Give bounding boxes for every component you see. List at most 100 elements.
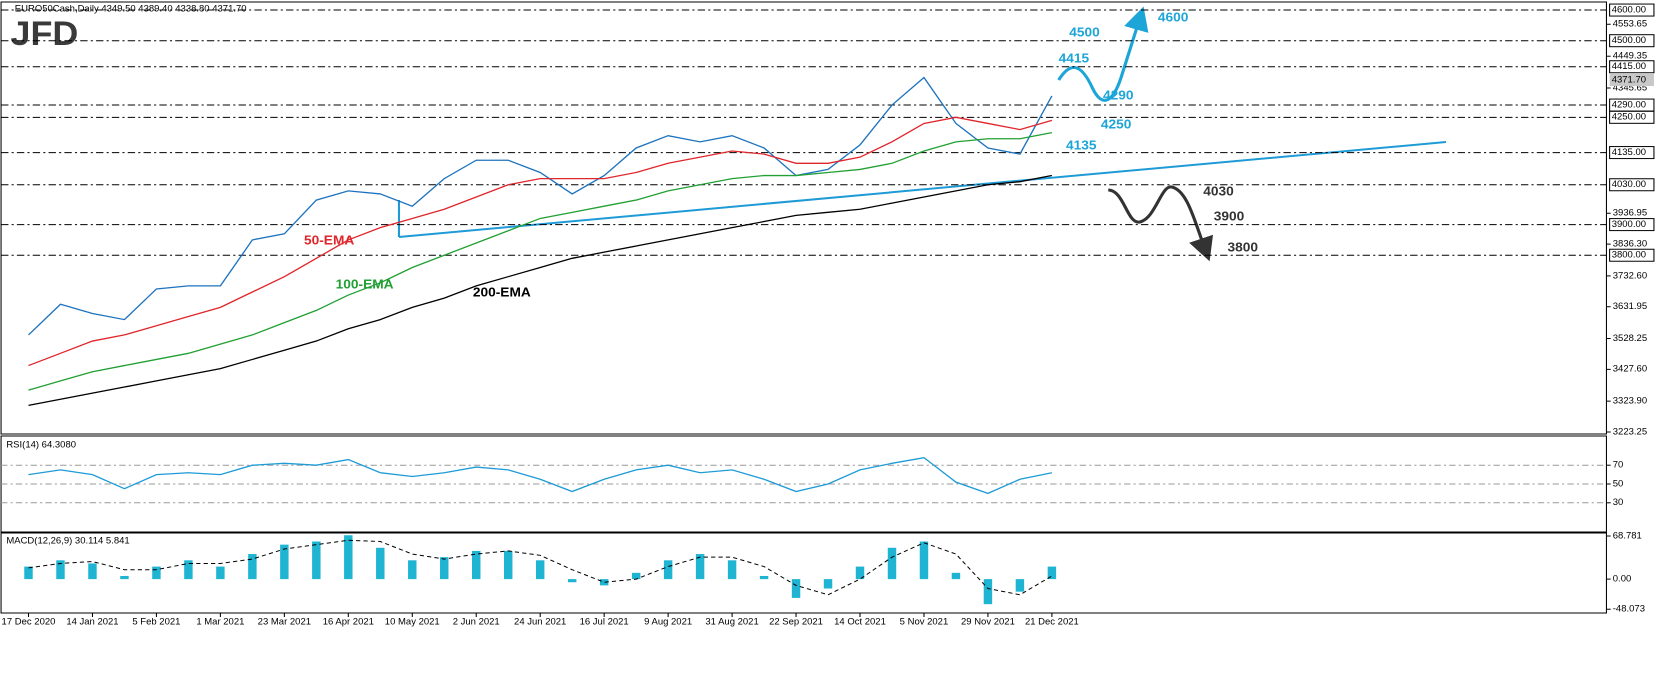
histogram-bar <box>120 575 129 580</box>
level-label: 4250.00 <box>1612 112 1646 122</box>
chart-title: EURO50Cash,Daily 4349.50 4389.40 4338.80… <box>15 4 247 14</box>
level-label: 3900.00 <box>1612 219 1646 229</box>
series-label: 100-EMA <box>336 277 394 292</box>
histogram-bar <box>695 554 705 580</box>
level-box <box>1609 248 1655 262</box>
frame <box>0 1 1607 614</box>
histogram-bar <box>1047 566 1057 580</box>
histogram-bar <box>823 579 833 589</box>
level-label: 4415.00 <box>1612 61 1646 71</box>
histogram-bar <box>919 541 929 580</box>
histogram-bar <box>535 560 545 580</box>
x-tick-label: 5 Feb 2021 <box>132 617 180 627</box>
level-annotation: 4290 <box>1103 88 1134 103</box>
level-annotation: 4030 <box>1203 184 1234 199</box>
histogram-bar <box>567 579 577 583</box>
y-tick-label: 3631.95 <box>1613 301 1647 311</box>
y-tick-label: 3427.60 <box>1613 364 1647 374</box>
level-label: 4600.00 <box>1612 5 1646 15</box>
level-label: 4135.00 <box>1612 147 1646 157</box>
series-line <box>28 76 1053 336</box>
y-tick-label: 68.781 <box>1613 531 1642 541</box>
x-tick-label: 24 Jun 2021 <box>514 617 566 627</box>
x-tick-label: 2 Jun 2021 <box>453 617 500 627</box>
histogram-bar <box>344 535 353 580</box>
level-annotation: 4600 <box>1158 10 1189 25</box>
histogram-bar <box>1015 579 1025 592</box>
histogram-bar <box>56 560 65 580</box>
level-annotation: 4415 <box>1059 51 1090 66</box>
x-tick-label: 10 May 2021 <box>385 617 440 627</box>
trendline <box>398 141 1447 238</box>
y-tick-label: 70 <box>1613 460 1624 470</box>
level-box <box>1609 110 1655 124</box>
histogram-bar <box>312 541 321 580</box>
x-tick-label: 1 Mar 2021 <box>196 617 244 627</box>
x-tick-label: 22 Sep 2021 <box>769 617 823 627</box>
series-label: 200-EMA <box>473 285 531 300</box>
series-line <box>28 539 1053 596</box>
histogram-bar <box>184 560 193 580</box>
y-tick-label: 3223.25 <box>1613 427 1647 437</box>
last-price-label: 4371.70 <box>1612 75 1646 85</box>
histogram-bar <box>887 547 897 580</box>
histogram-bar <box>152 566 161 580</box>
level-label: 4500.00 <box>1612 35 1646 45</box>
bullish-arrow <box>1057 6 1149 102</box>
x-tick-label: 16 Apr 2021 <box>323 617 374 627</box>
y-tick-label: 50 <box>1613 479 1624 489</box>
histogram-bar <box>280 544 289 580</box>
y-tick-label: 4553.65 <box>1613 19 1647 29</box>
x-tick-label: 29 Nov 2021 <box>961 617 1015 627</box>
y-tick-label: 30 <box>1613 497 1624 507</box>
level-box <box>1609 178 1655 192</box>
x-tick-label: 14 Jan 2021 <box>66 617 118 627</box>
x-tick-label: 21 Dec 2021 <box>1025 617 1079 627</box>
level-label: 3800.00 <box>1612 250 1646 260</box>
x-tick-label: 5 Nov 2021 <box>900 617 949 627</box>
histogram-bar <box>631 572 641 580</box>
y-tick-label: 4345.65 <box>1613 83 1647 93</box>
series-line <box>28 116 1053 367</box>
level-label: 4290.00 <box>1612 100 1646 110</box>
histogram-bar <box>376 547 385 580</box>
level-annotation: 4135 <box>1066 138 1097 153</box>
y-tick-label: 3323.90 <box>1613 396 1647 406</box>
level-box <box>1609 218 1655 232</box>
histogram-bar <box>983 579 993 605</box>
bearish-arrow <box>1107 185 1214 262</box>
y-tick-label: 3732.60 <box>1613 270 1647 280</box>
histogram-bar <box>248 554 257 580</box>
y-tick-label: -48.073 <box>1613 604 1645 614</box>
series-label: 50-EMA <box>304 233 355 248</box>
y-tick-label: 4449.35 <box>1613 51 1647 61</box>
y-tick-label: 3836.30 <box>1613 239 1647 249</box>
level-annotation: 4250 <box>1101 117 1132 132</box>
histogram-bar <box>24 566 33 580</box>
histogram-bar <box>503 550 513 580</box>
histogram-bar <box>855 566 865 580</box>
histogram-bar <box>727 560 737 580</box>
series-line <box>28 132 1053 391</box>
series-line <box>28 456 1053 495</box>
x-tick-label: 31 Aug 2021 <box>705 617 758 627</box>
logo: JFD <box>11 15 79 53</box>
level-label: 4030.00 <box>1612 179 1646 189</box>
macd-title: MACD(12,26,9) 30.114 5.841 <box>6 536 129 546</box>
histogram-bar <box>663 560 673 580</box>
x-tick-label: 14 Oct 2021 <box>834 617 886 627</box>
histogram-bar <box>759 575 769 580</box>
level-box <box>1609 60 1655 74</box>
series-line <box>28 174 1053 407</box>
y-tick-label: 3936.95 <box>1613 208 1647 218</box>
rsi-title: RSI(14) 64.3080 <box>6 440 76 450</box>
histogram-bar <box>791 579 801 598</box>
level-box <box>1609 146 1655 160</box>
level-annotation: 4500 <box>1069 25 1100 40</box>
y-tick-label: 3528.25 <box>1613 333 1647 343</box>
level-annotation: 3900 <box>1214 209 1245 224</box>
histogram-bar <box>440 557 449 580</box>
level-annotation: 3800 <box>1228 240 1259 255</box>
